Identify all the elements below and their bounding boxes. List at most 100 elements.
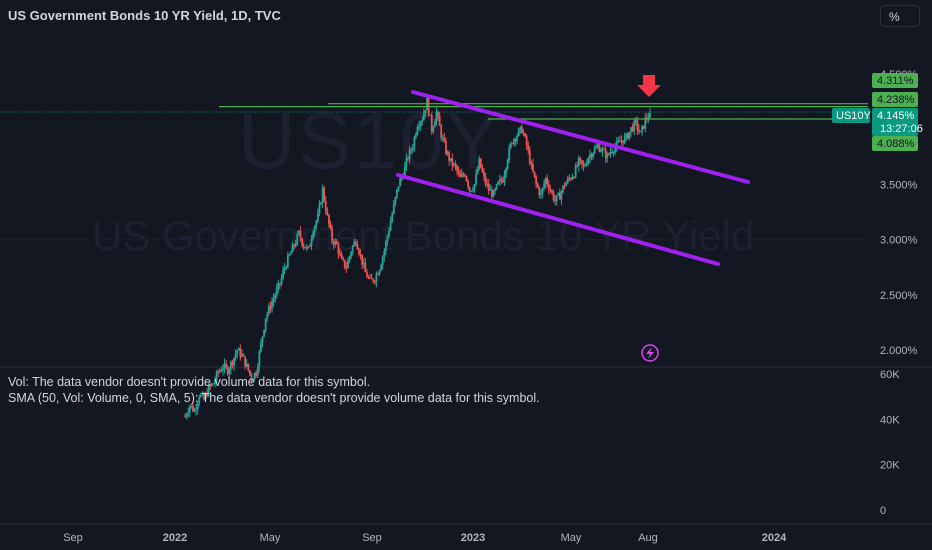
candle-body: [514, 139, 517, 141]
candle-body: [560, 191, 563, 200]
candle-body: [619, 141, 621, 143]
price-tick-label: 2.000%: [880, 345, 918, 357]
candle-body: [451, 158, 454, 166]
candle-body: [471, 189, 474, 191]
candle-body: [489, 189, 492, 191]
candle-body: [573, 177, 575, 179]
volume-tick-label: 40K: [880, 414, 900, 426]
candle-body: [380, 265, 383, 271]
candle-body: [408, 149, 411, 160]
symbol-tag-text: US10Y: [836, 110, 872, 122]
candle-body: [536, 183, 539, 188]
candle-body: [184, 416, 186, 418]
volume-message: Vol: The data vendor doesn't provide vol…: [8, 375, 371, 389]
candle-body: [558, 192, 561, 200]
candle-body: [551, 190, 553, 193]
unit-selector[interactable]: %: [880, 5, 920, 27]
candle-body: [405, 158, 408, 166]
candle-body: [384, 241, 387, 251]
candle-body: [280, 277, 283, 285]
candle-body: [222, 368, 224, 371]
candle-body: [199, 394, 202, 397]
price-label-box: [872, 136, 918, 151]
candle-body: [348, 256, 351, 261]
candle-body: [264, 318, 267, 330]
price-tick-label: 3.500%: [880, 179, 918, 191]
candle-body: [226, 366, 229, 375]
candle-body: [585, 163, 588, 166]
candle-body: [607, 153, 610, 155]
candle-body: [250, 374, 253, 381]
symbol-tag-box: [832, 108, 870, 123]
candle-body: [403, 165, 406, 178]
candle-body: [242, 354, 245, 357]
candle-body: [323, 187, 326, 201]
candle-body: [568, 178, 571, 180]
candle-body: [443, 137, 446, 142]
candle-body: [641, 125, 643, 132]
volume-tick-label: 20K: [880, 460, 900, 472]
candle-body: [350, 252, 352, 257]
candle-body: [337, 244, 340, 254]
candle-body: [588, 154, 591, 158]
candle-body: [617, 141, 620, 143]
candle-body: [592, 153, 594, 158]
candle-body: [623, 136, 626, 144]
candle-body: [185, 414, 188, 417]
price-tick-label: 2.500%: [880, 290, 918, 302]
candle-body: [481, 167, 484, 172]
candle-body: [484, 176, 487, 184]
candle-body: [546, 178, 549, 185]
candle-body: [339, 253, 341, 255]
candle-body: [187, 412, 190, 415]
candle-body: [210, 383, 213, 386]
candle-body: [509, 143, 512, 148]
candle-body: [253, 372, 256, 379]
candle-body: [318, 204, 321, 214]
candle-body: [239, 348, 242, 357]
candle-body: [214, 380, 216, 384]
candle-body: [373, 281, 376, 283]
time-tick-label: 2024: [762, 532, 787, 544]
candle-body: [347, 260, 349, 269]
candle-body: [473, 184, 476, 190]
candle-body: [625, 133, 628, 137]
price-label-box: [872, 108, 918, 136]
candle-body: [445, 141, 447, 154]
candle-body: [539, 193, 542, 195]
candle-body: [437, 111, 439, 116]
volume-tick-label: 60K: [880, 369, 900, 381]
candle-body: [217, 371, 220, 373]
candle-body: [639, 131, 642, 133]
candle-body: [286, 255, 289, 268]
candle-body: [204, 393, 207, 400]
candle-body: [354, 241, 357, 244]
lightning-bolt-icon: [646, 347, 654, 359]
candle-body: [631, 127, 634, 132]
candle-body: [500, 179, 503, 181]
candle-body: [495, 184, 498, 190]
candle-body: [456, 165, 458, 171]
volume-tick-label: 0: [880, 505, 886, 517]
price-label-box: [872, 73, 918, 88]
channel-lower-line: [396, 173, 720, 266]
candle-body: [440, 125, 443, 138]
candle-body: [576, 165, 579, 167]
candle-body: [435, 111, 438, 122]
candle-body: [392, 203, 395, 214]
price-label-text: 4.311%: [877, 75, 914, 87]
candle-body: [532, 163, 534, 172]
candle-body: [633, 121, 636, 132]
candle-body: [479, 158, 482, 168]
candle-body: [207, 385, 210, 397]
channel-upper-line: [411, 90, 750, 184]
candle-body: [462, 174, 465, 176]
candle-body: [593, 147, 596, 154]
candle-body: [190, 405, 193, 407]
candle-body: [378, 270, 381, 275]
candle-body: [547, 184, 550, 190]
candle-body: [223, 363, 226, 369]
candle-body: [236, 350, 239, 355]
candle-body: [282, 270, 284, 278]
